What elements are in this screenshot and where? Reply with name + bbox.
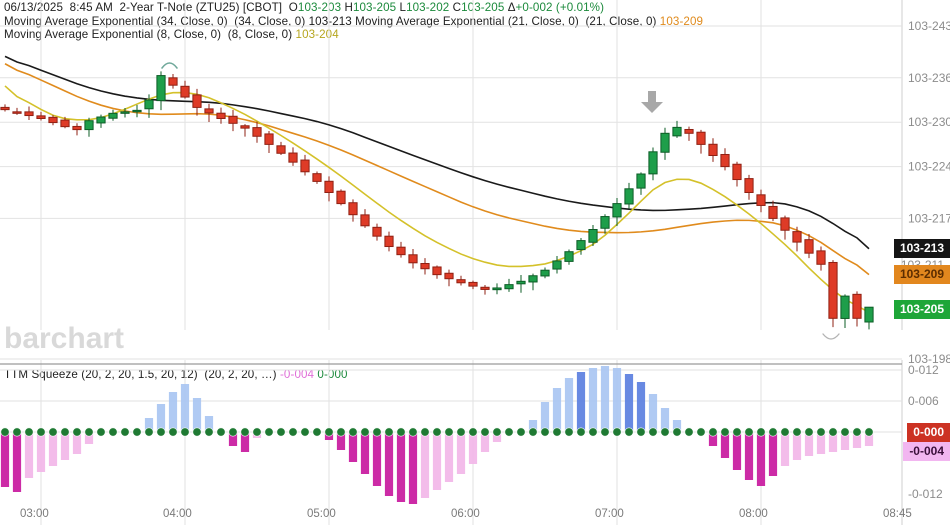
- svg-text:-0-012: -0-012: [908, 487, 943, 501]
- svg-text:103-236: 103-236: [908, 71, 950, 85]
- svg-text:0-012: 0-012: [908, 363, 939, 377]
- svg-text:0-006: 0-006: [908, 394, 939, 408]
- svg-text:103-217: 103-217: [908, 211, 950, 225]
- svg-text:103-230: 103-230: [908, 115, 950, 129]
- svg-text:103-224: 103-224: [908, 160, 950, 174]
- svg-text:103-243: 103-243: [908, 19, 950, 33]
